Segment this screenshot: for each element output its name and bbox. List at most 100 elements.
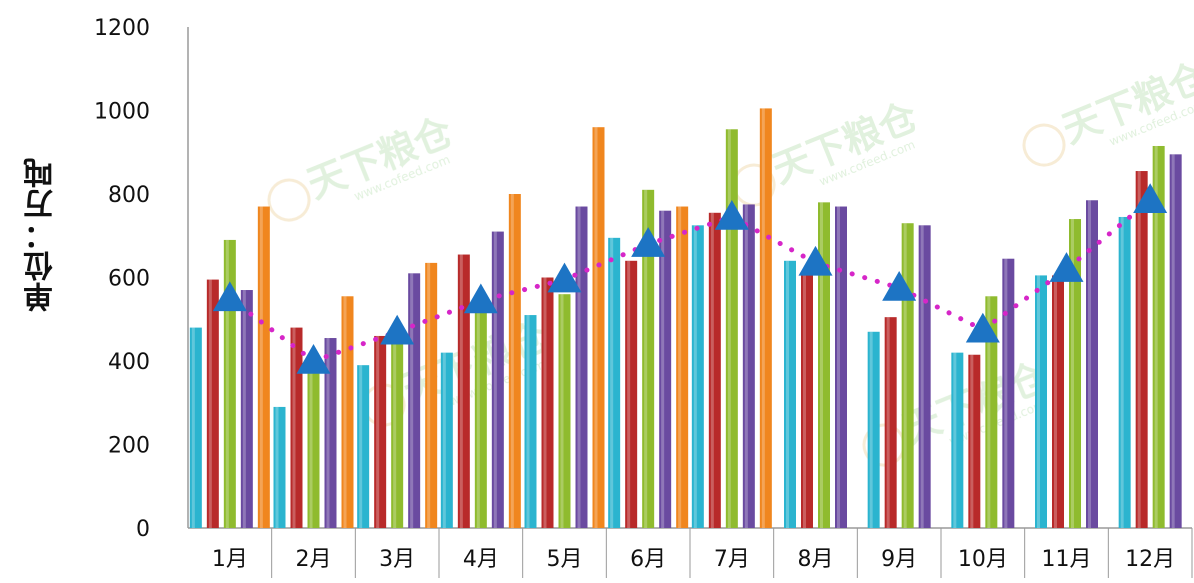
bar	[608, 237, 621, 528]
line-marker	[965, 312, 1000, 343]
bar-highlight	[560, 294, 564, 528]
bar-highlight	[627, 260, 631, 528]
bar-highlight	[761, 108, 765, 528]
line-marker	[1133, 183, 1168, 214]
bar-highlight	[359, 365, 363, 528]
bar-highlight	[242, 290, 246, 528]
line-marker	[380, 314, 415, 345]
watermark-logo-icon	[1022, 123, 1066, 167]
bar	[708, 212, 721, 528]
x-tick-label: 5月	[547, 547, 583, 572]
bar	[691, 225, 704, 528]
bar-highlight	[208, 279, 212, 528]
bar-highlight	[393, 344, 397, 528]
bar	[240, 290, 253, 528]
bar-highlight	[1004, 258, 1008, 528]
y-tick-label: 600	[108, 267, 150, 292]
bar-highlight	[953, 352, 957, 528]
y-tick-label: 800	[108, 183, 150, 208]
x-tick-label: 4月	[463, 547, 499, 572]
bar	[659, 210, 672, 528]
bar	[1152, 145, 1165, 529]
y-tick-label: 200	[108, 434, 150, 459]
bar-highlight	[309, 373, 313, 528]
bar	[408, 273, 421, 528]
bar-highlight	[987, 296, 991, 528]
bar	[1035, 275, 1047, 528]
bar-highlight	[476, 310, 480, 528]
line-marker	[882, 270, 917, 301]
bar-highlight	[1054, 275, 1057, 528]
bar	[257, 206, 270, 528]
bar-highlight	[727, 129, 731, 528]
bar	[835, 206, 847, 528]
bar	[1118, 216, 1131, 528]
bar-highlight	[837, 206, 840, 528]
bar-highlight	[326, 338, 330, 528]
bar-highlight	[292, 327, 296, 528]
bar	[1169, 154, 1182, 528]
bar-highlight	[493, 231, 497, 528]
bar-highlight	[644, 189, 648, 528]
bar	[676, 206, 689, 528]
x-tick-label: 11月	[1042, 547, 1092, 572]
bar-highlight	[610, 237, 614, 528]
line-marker	[547, 262, 582, 293]
bar-highlight	[343, 296, 347, 528]
bar-highlight	[869, 331, 873, 528]
bar	[290, 327, 303, 528]
bar	[425, 262, 438, 528]
bar	[968, 354, 981, 528]
y-tick-label: 1000	[94, 100, 150, 125]
bar-highlight	[678, 206, 682, 528]
bar-highlight	[1071, 219, 1074, 529]
line-marker	[798, 245, 833, 276]
bar-highlight	[820, 202, 823, 528]
bar	[1052, 275, 1064, 528]
bar-highlight	[442, 352, 446, 528]
x-tick-label: 1月	[212, 547, 248, 572]
bar-highlight	[920, 225, 924, 528]
bar	[985, 296, 998, 528]
y-tick-label: 400	[108, 350, 150, 375]
bar	[1086, 200, 1098, 528]
bar	[524, 315, 537, 528]
bar-highlight	[1154, 145, 1158, 529]
bar-highlight	[786, 260, 789, 528]
bar	[440, 352, 453, 528]
y-axis-label: 单位：万吨	[24, 157, 59, 313]
x-tick-label: 7月	[714, 547, 750, 572]
line-marker	[463, 283, 498, 314]
bar-highlight	[1171, 154, 1175, 528]
line-marker	[1049, 252, 1084, 282]
bar	[391, 344, 404, 528]
bar	[1069, 219, 1081, 529]
bar	[867, 331, 880, 528]
line-marker	[714, 199, 749, 230]
line-marker	[212, 281, 247, 312]
x-tick-label: 10月	[958, 547, 1008, 572]
bar-highlight	[903, 223, 907, 528]
bar	[189, 327, 202, 528]
bar	[307, 373, 320, 528]
bar-highlight	[410, 273, 414, 528]
bar-highlight	[744, 204, 748, 528]
bar	[759, 108, 772, 528]
bar	[884, 317, 897, 528]
bar	[374, 335, 387, 528]
bar-highlight	[459, 254, 463, 528]
bar-highlight	[225, 239, 229, 529]
bar	[541, 277, 554, 528]
bar-highlight	[427, 262, 431, 528]
bar-highlight	[376, 335, 380, 528]
bar	[951, 352, 964, 528]
bar	[206, 279, 219, 528]
bar-highlight	[577, 206, 581, 528]
bar-highlight	[886, 317, 890, 528]
bar-highlight	[191, 327, 195, 528]
